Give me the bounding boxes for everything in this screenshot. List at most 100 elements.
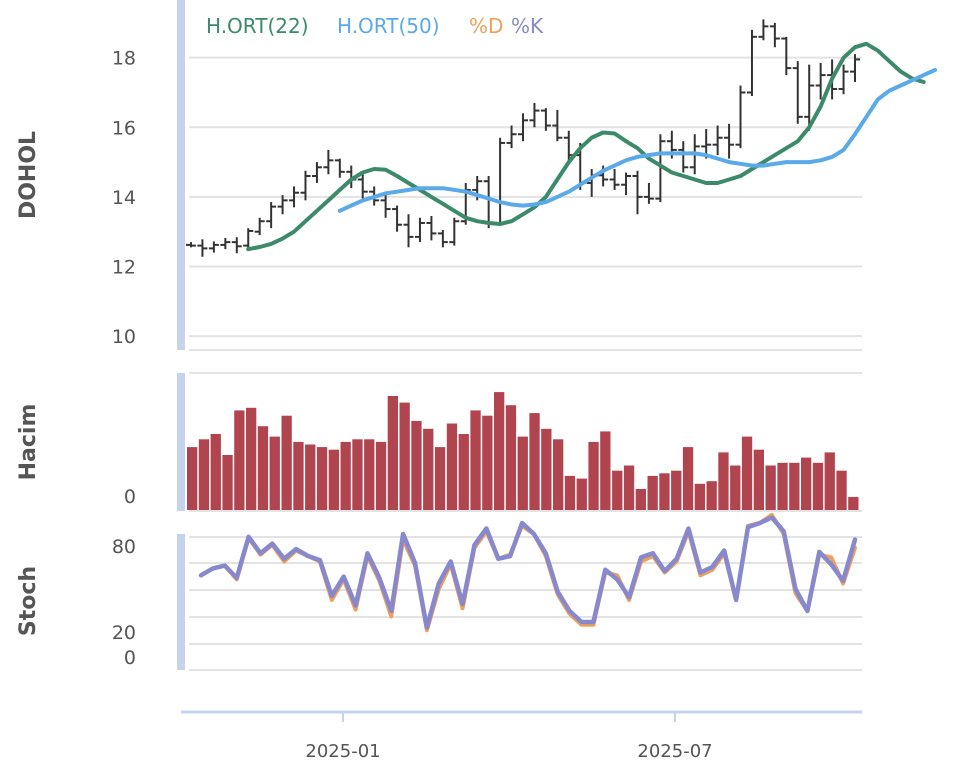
x-tick-label: 2025-07 xyxy=(637,741,712,762)
volume-bar xyxy=(718,452,729,510)
volume-bar xyxy=(777,462,788,510)
volume-bar xyxy=(222,455,233,510)
volume-bars xyxy=(187,392,859,510)
ohlc-bar xyxy=(208,241,219,253)
price-tick-label: 14 xyxy=(112,187,136,209)
ohlc-bar xyxy=(712,125,723,156)
stoch-tick-label: 80 xyxy=(112,536,136,558)
ohlc-bar xyxy=(621,172,632,196)
volume-bar xyxy=(387,396,398,510)
volume-bar xyxy=(623,465,635,510)
ohlc-bar xyxy=(850,54,860,83)
volume-bar xyxy=(375,441,387,510)
ohlc-bar xyxy=(392,205,403,232)
volume-bar xyxy=(789,462,800,510)
volume-bar xyxy=(671,470,682,510)
volume-bar xyxy=(706,481,717,510)
stoch-tick-label: 0 xyxy=(124,647,136,669)
ohlc-bar xyxy=(311,162,322,183)
price-tick-label: 18 xyxy=(112,48,136,70)
x-tick-label: 2025-01 xyxy=(305,741,380,762)
volume-bar xyxy=(494,392,505,510)
ohlc-bar xyxy=(289,186,300,208)
axes xyxy=(177,0,862,722)
ma22-line xyxy=(246,41,926,252)
volume-bar xyxy=(269,436,280,510)
ohlc-bar xyxy=(804,64,815,131)
ohlc-bar xyxy=(277,195,288,215)
ohlc-bar xyxy=(437,229,448,248)
ohlc-bar xyxy=(186,242,196,248)
volume-bar xyxy=(234,410,245,510)
ohlc-bar xyxy=(243,228,254,250)
volume-bar xyxy=(848,496,859,510)
volume-bar xyxy=(482,415,493,510)
ohlc-bar xyxy=(529,102,540,128)
volume-bar xyxy=(812,462,824,510)
legend-stoch-d[interactable]: %D xyxy=(469,14,503,38)
stoch-axis-title: Stoch xyxy=(16,566,41,636)
ohlc-bar xyxy=(403,214,414,248)
volume-bar xyxy=(753,449,764,510)
volume-bar xyxy=(541,428,552,510)
ohlc-bar xyxy=(586,169,597,197)
ohlc-bar xyxy=(495,137,506,225)
volume-bar xyxy=(576,478,587,510)
volume-bar xyxy=(246,407,257,510)
volume-bar xyxy=(187,447,198,510)
volume-bar xyxy=(801,457,812,510)
volume-bar xyxy=(600,431,611,510)
price-tick-label: 16 xyxy=(112,117,136,139)
legend: H.ORT(22) H.ORT(50) %D %K xyxy=(206,14,544,38)
ohlc-bar xyxy=(357,174,368,199)
ohlc-bar xyxy=(426,216,437,241)
ma50-line xyxy=(337,67,938,213)
volume-bar xyxy=(517,436,528,510)
ohlc-bar xyxy=(746,29,757,96)
volume-bar xyxy=(741,436,753,510)
grid-lines xyxy=(189,56,862,671)
volume-bar xyxy=(694,483,705,510)
volume-bar xyxy=(564,475,576,510)
ohlc-bar xyxy=(254,217,265,236)
volume-bar xyxy=(281,415,292,510)
ohlc-bar xyxy=(838,64,849,95)
volume-bar xyxy=(612,470,623,510)
legend-stoch-k[interactable]: %K xyxy=(511,14,544,38)
stoch-d-line xyxy=(199,512,857,633)
stoch-axis-band xyxy=(177,534,185,670)
price-tick-label: 12 xyxy=(112,256,136,278)
axis-labels: 10 12 14 16 18 0 0 20 80 2025-01 2025-07 xyxy=(112,48,713,762)
volume-bar xyxy=(505,405,517,510)
ohlc-bar xyxy=(632,170,643,215)
ohlc-bar xyxy=(323,149,334,175)
ohlc-bar xyxy=(655,134,666,203)
price-axis-title: DOHOL xyxy=(16,131,41,219)
ohlc-bar xyxy=(197,239,208,257)
volume-bar xyxy=(423,428,434,510)
volume-bar xyxy=(399,402,410,510)
ohlc-bar xyxy=(735,85,746,149)
ohlc-bar xyxy=(300,170,311,201)
volume-bar xyxy=(682,447,694,510)
ohlc-bar xyxy=(643,182,654,204)
stoch-tick-label: 20 xyxy=(112,622,136,644)
ohlc-bar xyxy=(769,22,780,48)
ohlc-bar xyxy=(540,108,551,131)
ohlc-bar xyxy=(758,19,769,41)
volume-bar xyxy=(730,465,741,510)
volume-bar xyxy=(328,449,339,510)
ohlc-bar xyxy=(518,113,528,142)
ohlc-bar xyxy=(414,217,425,243)
ohlc-bar xyxy=(220,237,231,250)
ohlc-bar xyxy=(380,193,391,218)
ohlc-bar xyxy=(483,176,494,229)
volume-bar xyxy=(635,489,646,510)
legend-ma22[interactable]: H.ORT(22) xyxy=(206,14,309,38)
legend-ma50[interactable]: H.ORT(50) xyxy=(337,14,440,38)
stoch-k-line xyxy=(198,515,858,630)
volume-bar xyxy=(588,441,599,510)
ohlc-bar xyxy=(506,125,517,149)
volume-bar xyxy=(458,434,469,510)
volume-bar xyxy=(340,441,351,510)
